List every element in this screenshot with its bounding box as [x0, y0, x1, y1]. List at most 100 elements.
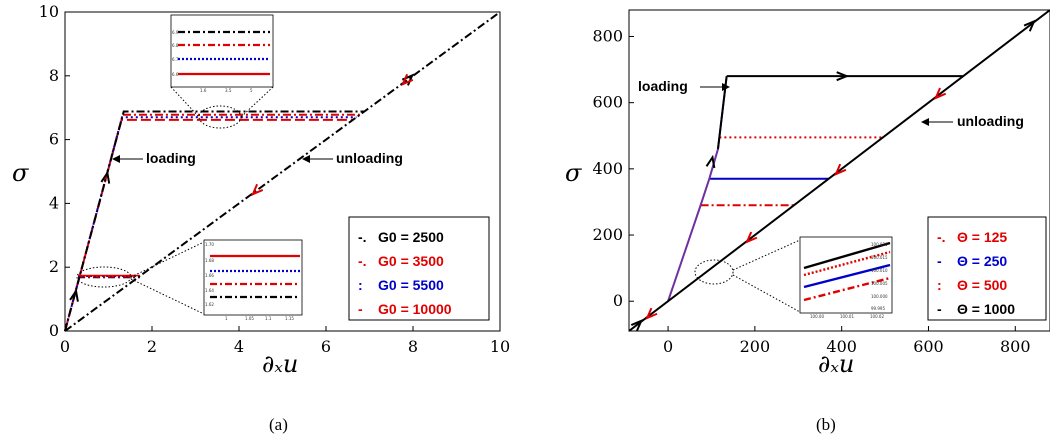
legend-marker: -: [937, 301, 942, 317]
inset-b: 100.020 100.015 100.010 100.005 100.000 …: [694, 236, 893, 319]
series-lines-b: [628, 9, 1050, 332]
x-tick-label: 0: [663, 337, 673, 356]
x-tick-label: 10: [490, 337, 510, 356]
y-tick-label: 8: [49, 66, 59, 85]
inset-bottom-ytick: 1.70: [205, 242, 214, 247]
inset-b-ytick: 99.995: [871, 306, 885, 311]
x-tick-label: 600: [913, 337, 944, 356]
x-tick-label: 0: [60, 337, 70, 356]
y-tick-label: 2: [49, 257, 59, 276]
y-tick-label: 200: [592, 225, 623, 244]
inset-bottom-ytick: 1.68: [205, 258, 214, 263]
y-axis-label-b: σ: [565, 159, 582, 187]
y-tick-label: 400: [592, 159, 623, 178]
direction-arrows-b: [630, 19, 1036, 332]
x-axis-label-a: ∂ₓu: [262, 350, 298, 378]
legend-entry: Θ = 250: [957, 253, 1007, 269]
y-axis-label-a: σ: [12, 159, 29, 187]
direction-arrows-a: [69, 73, 415, 302]
legend-box-a: [348, 216, 490, 321]
y-tick-label: 10: [39, 2, 59, 21]
x-axis-label-b: ∂ₓu: [818, 350, 854, 378]
x-tick-label: 8: [408, 337, 418, 356]
legend-marker: -: [358, 301, 363, 317]
legend-marker: -: [937, 253, 942, 269]
direction-arrow: [705, 154, 716, 169]
x-tick-label: 4: [234, 337, 244, 356]
direction-arrow: [834, 163, 847, 176]
y-ticks-a: 0 2 4 6 8 10: [39, 2, 70, 340]
inset-b-xtick: 100.00: [810, 314, 824, 319]
inset-top-ytick: 6.9: [172, 30, 179, 35]
y-tick-label: 600: [592, 93, 623, 112]
loading-label-a: loading: [146, 150, 196, 166]
inset-bottom-xtick: 1: [225, 316, 228, 321]
inset-bottom-ytick: 1.66: [205, 273, 214, 278]
legend-entry: G0 = 2500: [378, 229, 444, 245]
inset-b-xtick: 100.01: [840, 314, 854, 319]
y-tick-label: 0: [613, 291, 623, 310]
x-tick-label: 6: [321, 337, 331, 356]
legend-marker: -.: [358, 253, 367, 269]
inset-b-ytick: 100.000: [871, 294, 888, 299]
inset-top-ytick: 6.8: [172, 43, 179, 48]
inset-b-ytick: 100.020: [871, 242, 888, 247]
inset-bottom-ytick: 1.64: [205, 288, 214, 293]
inset-b-ytick: 100.010: [871, 268, 888, 273]
series-line: [64, 11, 501, 332]
legend-entry: Θ = 500: [957, 277, 1007, 293]
caption-b: (b): [816, 415, 836, 434]
inset-b-ytick: 100.015: [871, 255, 888, 260]
direction-arrow: [100, 170, 111, 184]
inset-frame-b: [799, 236, 893, 314]
unloading-line: [628, 9, 1050, 332]
x-tick-label: 2: [147, 337, 157, 356]
x-ticks-b: 0 200 400 600 800: [663, 326, 1031, 356]
legend-b: -. Θ = 125 - Θ = 250 : Θ = 500 - Θ = 100…: [927, 216, 1047, 321]
inset-frame-top-a: [170, 14, 274, 88]
direction-arrow: [836, 71, 850, 82]
direction-arrow: [630, 318, 644, 332]
zoom-ellipse-b: [694, 259, 734, 285]
direction-arrow: [69, 288, 79, 302]
inset-top-xtick: 1.6: [200, 88, 207, 93]
y-tick-label: 0: [49, 321, 59, 340]
legend-a: -. G0 = 2500 -. G0 = 3500 : G0 = 5500 - …: [348, 216, 490, 321]
legend-marker: -.: [358, 229, 367, 245]
inset-b-xtick: 100.02: [870, 314, 884, 319]
inset-top-xtick: 3.5: [225, 88, 232, 93]
inset-b-ytick: 100.005: [871, 281, 888, 286]
chart-a: 0 2 4 6 8 10 0 2 4 6 8 10 loading unloading 6.9 6.…: [12, 2, 510, 434]
inset-frame-bottom-a: [203, 239, 303, 316]
legend-box-b: [927, 216, 1047, 321]
inset-top-a: 6.9 6.8 6.7 6.6 1.6 3.5 5: [170, 14, 274, 129]
inset-top-ytick: 6.6: [172, 72, 179, 77]
unloading-label-a: unloading: [336, 150, 403, 166]
direction-arrow: [401, 73, 414, 87]
chart-b: 0 200 400 600 800 0 200 400 600 800 loading unlo…: [565, 9, 1050, 434]
series-line: [64, 118, 353, 332]
legend-marker: :: [937, 277, 942, 293]
loading-label-b: loading: [638, 78, 688, 94]
direction-arrow: [933, 87, 947, 100]
legend-entry: G0 = 3500: [378, 253, 444, 269]
y-tick-label: 800: [592, 26, 623, 45]
inset-bottom-xtick: 1.1: [265, 316, 272, 321]
direction-arrow: [745, 231, 758, 244]
legend-entry: Θ = 125: [957, 229, 1007, 245]
inset-top-xtick: 5: [250, 88, 253, 93]
direction-arrow: [250, 183, 264, 197]
legend-entry: G0 = 10000: [378, 301, 452, 317]
legend-entry: G0 = 5500: [378, 277, 444, 293]
inset-bottom-a: 1.70 1.68 1.66 1.64 1.62 1 1.05 1.1 1.15: [76, 239, 303, 321]
inset-bottom-xtick: 1.15: [285, 316, 294, 321]
series-lines-a: [64, 11, 501, 332]
series-line: [64, 116, 357, 332]
caption-a: (a): [269, 415, 288, 434]
inset-top-ytick: 6.7: [172, 57, 179, 62]
y-tick-label: 4: [49, 193, 59, 212]
legend-marker: :: [358, 277, 363, 293]
unloading-label-b: unloading: [957, 113, 1024, 129]
direction-arrow: [645, 307, 658, 320]
